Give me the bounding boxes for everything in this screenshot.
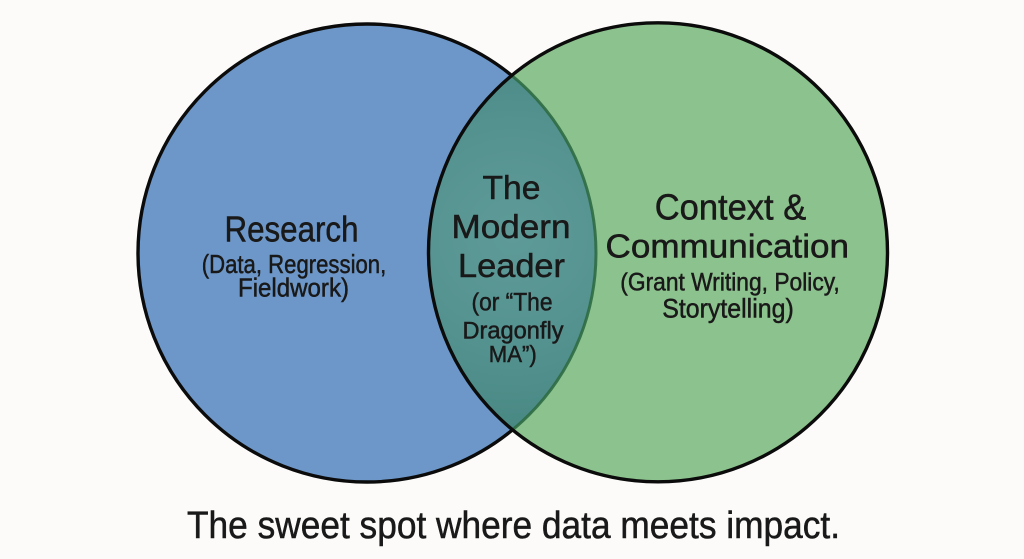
svg-text:Storytelling): Storytelling): [662, 294, 794, 324]
svg-text:Leader: Leader: [458, 247, 565, 284]
svg-text:Communication: Communication: [606, 228, 850, 265]
svg-text:The sweet spot where data meet: The sweet spot where data meets impact.: [187, 505, 840, 547]
svg-text:Context &: Context &: [655, 186, 807, 227]
svg-text:Dragonfly: Dragonfly: [463, 318, 564, 345]
svg-text:MA”): MA”): [489, 341, 537, 367]
svg-text:Modern: Modern: [452, 208, 571, 245]
svg-text:(Grant Writing, Policy,: (Grant Writing, Policy,: [620, 269, 840, 297]
svg-text:Fieldwork): Fieldwork): [238, 273, 349, 303]
svg-text:The: The: [483, 169, 541, 206]
svg-text:(or “The: (or “The: [472, 289, 553, 317]
svg-text:(Data, Regression,: (Data, Regression,: [202, 249, 387, 279]
svg-text:Research: Research: [225, 209, 359, 250]
